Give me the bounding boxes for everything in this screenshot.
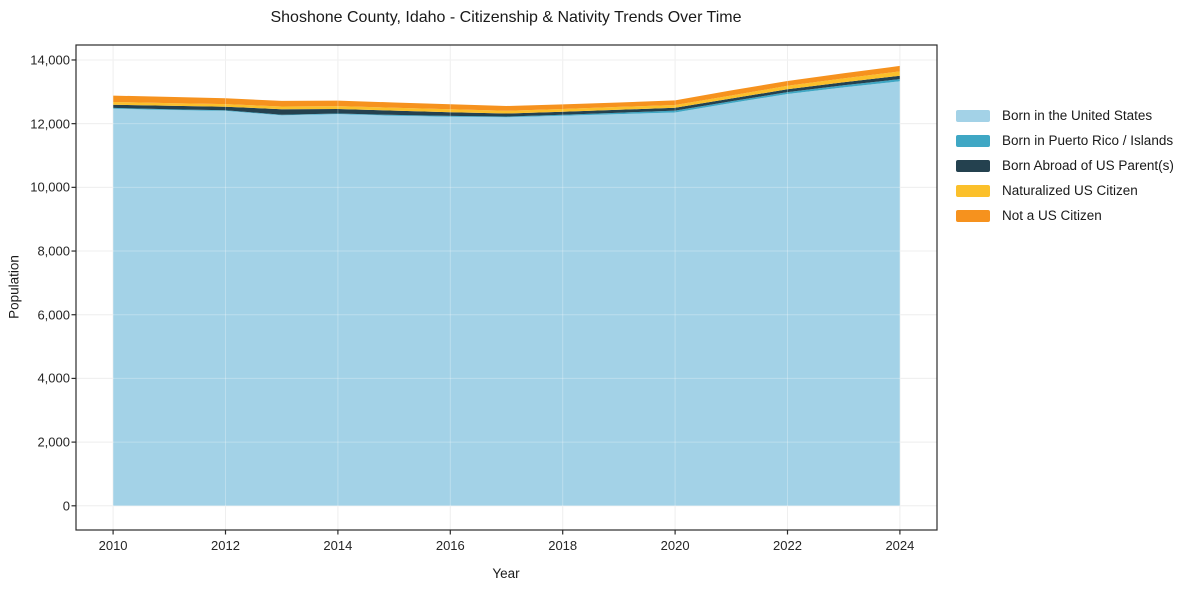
y-tick-label: 14,000	[30, 52, 70, 68]
area-born-in-the-united-states	[113, 81, 900, 506]
x-tick-label: 2020	[660, 538, 690, 553]
legend-item: Born in Puerto Rico / Islands	[956, 128, 1174, 153]
y-tick-label: 2,000	[37, 434, 70, 450]
legend-swatch	[956, 209, 990, 222]
x-tick-label: 2022	[773, 538, 802, 553]
y-tick-label: 4,000	[37, 370, 70, 386]
plot-border	[75, 44, 938, 531]
legend-label: Not a US Citizen	[1002, 208, 1102, 223]
x-tick-label: 2010	[98, 538, 128, 553]
legend-label: Born in the United States	[1002, 108, 1153, 123]
y-tick-label: 10,000	[30, 179, 70, 195]
y-tick-label: 8,000	[37, 243, 70, 259]
legend-item: Not a US Citizen	[956, 203, 1174, 228]
legend-item: Naturalized US Citizen	[956, 178, 1174, 203]
y-tick-label: 6,000	[37, 307, 70, 323]
y-axis-label: Population	[6, 255, 22, 319]
legend-item: Born Abroad of US Parent(s)	[956, 153, 1174, 178]
chart-title: Shoshone County, Idaho - Citizenship & N…	[270, 9, 742, 26]
legend-label: Born Abroad of US Parent(s)	[1002, 158, 1174, 173]
legend-swatch	[956, 159, 990, 172]
legend-label: Born in Puerto Rico / Islands	[1002, 133, 1174, 148]
x-tick-label: 2018	[548, 538, 578, 553]
legend: Born in the United States Born in Puerto …	[956, 103, 1174, 228]
legend-swatch	[956, 184, 990, 197]
legend-label: Naturalized US Citizen	[1002, 183, 1138, 198]
legend-swatch	[956, 109, 990, 122]
area-not-a-us-citizen	[113, 65, 900, 111]
x-tick-label: 2016	[435, 538, 465, 553]
x-tick-label: 2024	[885, 538, 915, 553]
x-axis-label: Year	[492, 566, 520, 581]
legend-swatch	[956, 134, 990, 147]
x-tick-label: 2014	[323, 538, 353, 553]
area-naturalized-us-citizen	[113, 71, 900, 114]
y-tick-label: 0	[62, 498, 70, 514]
y-tick-label: 12,000	[30, 116, 70, 132]
x-tick-label: 2012	[211, 538, 240, 553]
legend-item: Born in the United States	[956, 103, 1174, 128]
